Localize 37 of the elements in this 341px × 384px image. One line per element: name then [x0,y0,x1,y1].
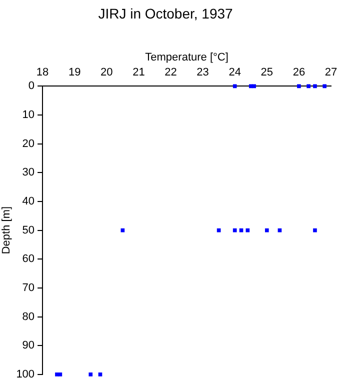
y-tick-label: 40 [22,196,35,208]
x-tick-label: 27 [324,66,338,79]
y-tick-label: 30 [22,166,35,179]
x-tick-label: 24 [228,66,241,79]
x-tick-label: 26 [292,66,306,79]
y-tick-label: 10 [22,109,35,122]
point [252,84,256,88]
point [98,372,102,376]
x-tick-label: 21 [132,66,145,79]
y-tick-label: 70 [22,282,35,294]
point [297,84,301,88]
x-tick-label: 20 [100,66,113,79]
point [232,228,237,232]
y-tick-label: 80 [22,310,35,323]
y-tick-label: 50 [22,224,35,236]
y-axis-title: Depth [m] [0,206,13,254]
x-tick-label: 18 [36,66,49,79]
point [232,84,237,88]
point [313,228,317,232]
y-tick-label: 60 [22,253,35,266]
point [313,84,317,88]
x-tick-label: 23 [196,66,209,79]
point [55,372,59,376]
y-tick-label: 100 [16,368,35,380]
point [264,228,269,232]
y-tick-label: 20 [22,138,35,150]
y-tick-label: 0 [28,80,35,92]
point [88,372,93,376]
y-tick-label: 90 [22,340,35,352]
x-tick-label: 25 [260,66,274,79]
x-tick-label: 22 [164,66,177,79]
point [306,84,310,88]
chart-title: JIRJ in October, 1937 [98,5,234,22]
x-tick-label: 19 [68,66,81,79]
point [58,372,62,376]
point [322,84,327,88]
x-axis-title: Temperature [°C] [145,51,228,64]
